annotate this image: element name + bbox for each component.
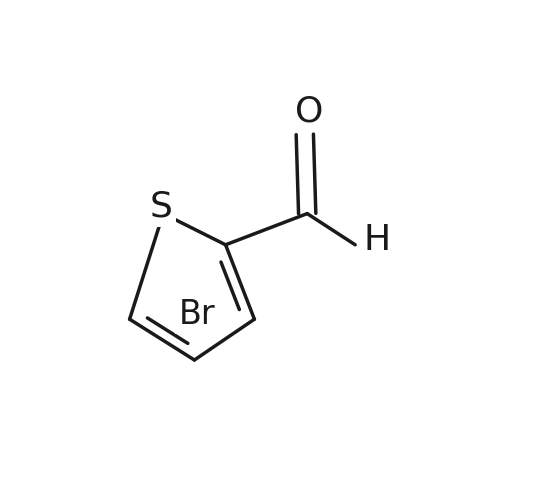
Text: H: H: [363, 223, 390, 257]
Text: Br: Br: [178, 298, 215, 331]
Text: O: O: [295, 95, 324, 128]
Text: S: S: [150, 190, 172, 223]
